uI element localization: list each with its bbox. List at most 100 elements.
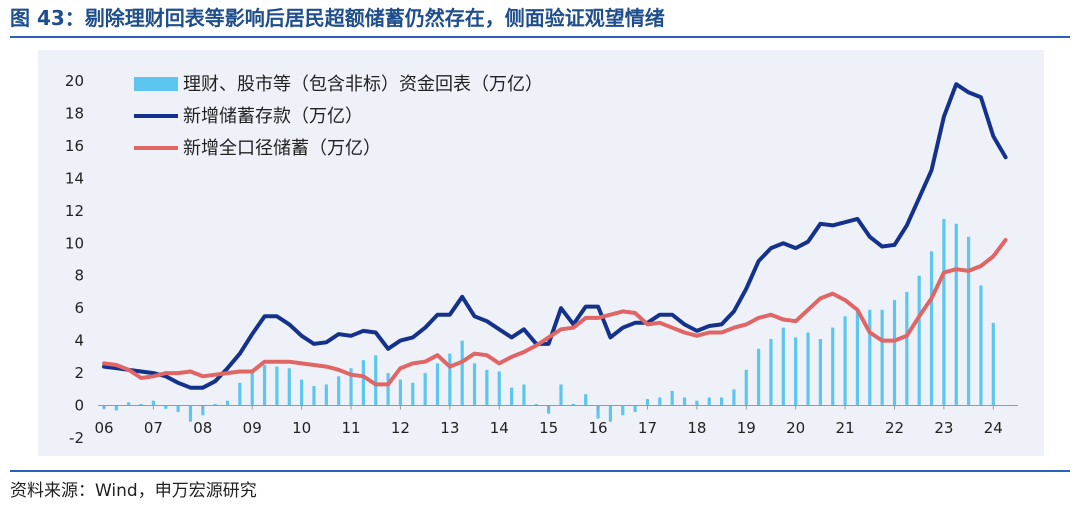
bar (324, 384, 328, 406)
legend-label: 新增全口径储蓄（万亿） (183, 138, 381, 159)
bar (645, 399, 650, 406)
bar (262, 364, 267, 406)
bar (151, 400, 156, 406)
bar (448, 353, 452, 406)
x-tick-label: 07 (144, 419, 163, 437)
x-tick-label: 12 (391, 419, 410, 437)
x-tick-label: 14 (490, 419, 509, 437)
bar (127, 402, 131, 406)
bar (139, 403, 143, 406)
x-tick-label: 15 (539, 419, 558, 437)
bar (744, 369, 748, 406)
y-tick-label: 8 (74, 267, 84, 285)
bar (719, 397, 724, 406)
bar (225, 400, 230, 406)
bar (979, 285, 983, 406)
legend: 理财、股市等（包含非标）资金回表（万亿） 新增储蓄存款（万亿） 新增全口径储蓄（万亿… (134, 74, 543, 159)
bar (312, 386, 316, 406)
y-tick-label: 6 (74, 299, 84, 317)
y-tick-label: 10 (65, 234, 84, 252)
bar (905, 291, 909, 406)
line-savings-deposits (102, 82, 1008, 390)
x-tick-label: 22 (885, 419, 904, 437)
bar (855, 311, 860, 406)
bar (781, 327, 785, 406)
bar (485, 369, 489, 406)
x-tick-label: 19 (737, 419, 756, 437)
bar (460, 340, 464, 406)
bar (608, 405, 613, 422)
bar (917, 275, 921, 406)
y-tick-label: 12 (65, 202, 84, 220)
bar (732, 389, 736, 406)
title-divider (10, 36, 1070, 38)
bar (682, 397, 687, 406)
figure-title: 图 43：剔除理财回表等影响后居民超额储蓄仍然存在，侧面验证观望情绪 (10, 6, 665, 30)
line-series (102, 82, 1008, 390)
bar (287, 368, 291, 406)
legend-label: 理财、股市等（包含非标）资金回表（万亿） (183, 74, 543, 95)
bar (201, 405, 205, 416)
bar (509, 387, 514, 406)
bar (435, 363, 440, 406)
y-tick-label: 2 (74, 364, 84, 382)
x-tick-label: 18 (687, 419, 706, 437)
y-tick-label: 16 (65, 137, 84, 155)
y-tick-label: -2 (69, 429, 84, 447)
source-note: 资料来源：Wind，申万宏源研究 (10, 481, 257, 501)
bar (164, 405, 168, 409)
bar (769, 339, 773, 406)
bar (386, 373, 390, 406)
bar (831, 327, 835, 406)
x-tick-label: 13 (440, 419, 459, 437)
source-divider (10, 470, 1070, 472)
y-tick-label: 4 (74, 332, 84, 350)
legend-swatch-bar (134, 77, 178, 91)
x-tick-label: 23 (934, 419, 953, 437)
bar (300, 379, 304, 406)
x-tick-label: 06 (94, 419, 113, 437)
bar (966, 236, 971, 406)
bar (596, 405, 600, 419)
x-tick-label: 10 (292, 419, 311, 437)
y-axis: -2 0 2 4 6 8 10 12 14 16 18 20 (65, 72, 84, 447)
x-tick-label: 20 (786, 419, 805, 437)
line-total-savings (102, 238, 1008, 387)
bar (472, 363, 477, 406)
x-tick-label: 17 (638, 419, 657, 437)
bar (942, 218, 946, 406)
bar (337, 376, 341, 406)
bar (843, 316, 847, 406)
bar (275, 366, 279, 406)
bar (238, 382, 242, 406)
y-tick-label: 14 (65, 169, 84, 187)
bar (868, 309, 872, 406)
bar (695, 400, 699, 406)
bar (806, 332, 810, 406)
bar (633, 405, 637, 413)
bar (954, 223, 958, 406)
bar (892, 300, 897, 406)
bar (374, 355, 378, 406)
x-tick-label: 24 (984, 419, 1003, 437)
bar-series (102, 218, 1008, 422)
legend-label: 新增储蓄存款（万亿） (183, 106, 363, 127)
x-tick-label: 16 (589, 419, 608, 437)
bar (213, 403, 217, 406)
x-tick-label: 08 (193, 419, 212, 437)
bar (497, 371, 501, 406)
bar (188, 405, 193, 422)
bar (818, 339, 822, 406)
bar (114, 405, 118, 411)
bar (522, 384, 526, 406)
bar (250, 371, 254, 406)
bar (707, 397, 711, 406)
x-axis: 06 07 08 09 10 11 12 13 14 15 16 17 18 19 20 21 22 23 24 (94, 405, 1003, 437)
x-tick-label: 21 (836, 419, 855, 437)
bar (991, 322, 995, 406)
bar (658, 397, 662, 406)
bar (621, 405, 625, 416)
x-tick-label: 09 (243, 419, 262, 437)
bar (423, 373, 427, 406)
